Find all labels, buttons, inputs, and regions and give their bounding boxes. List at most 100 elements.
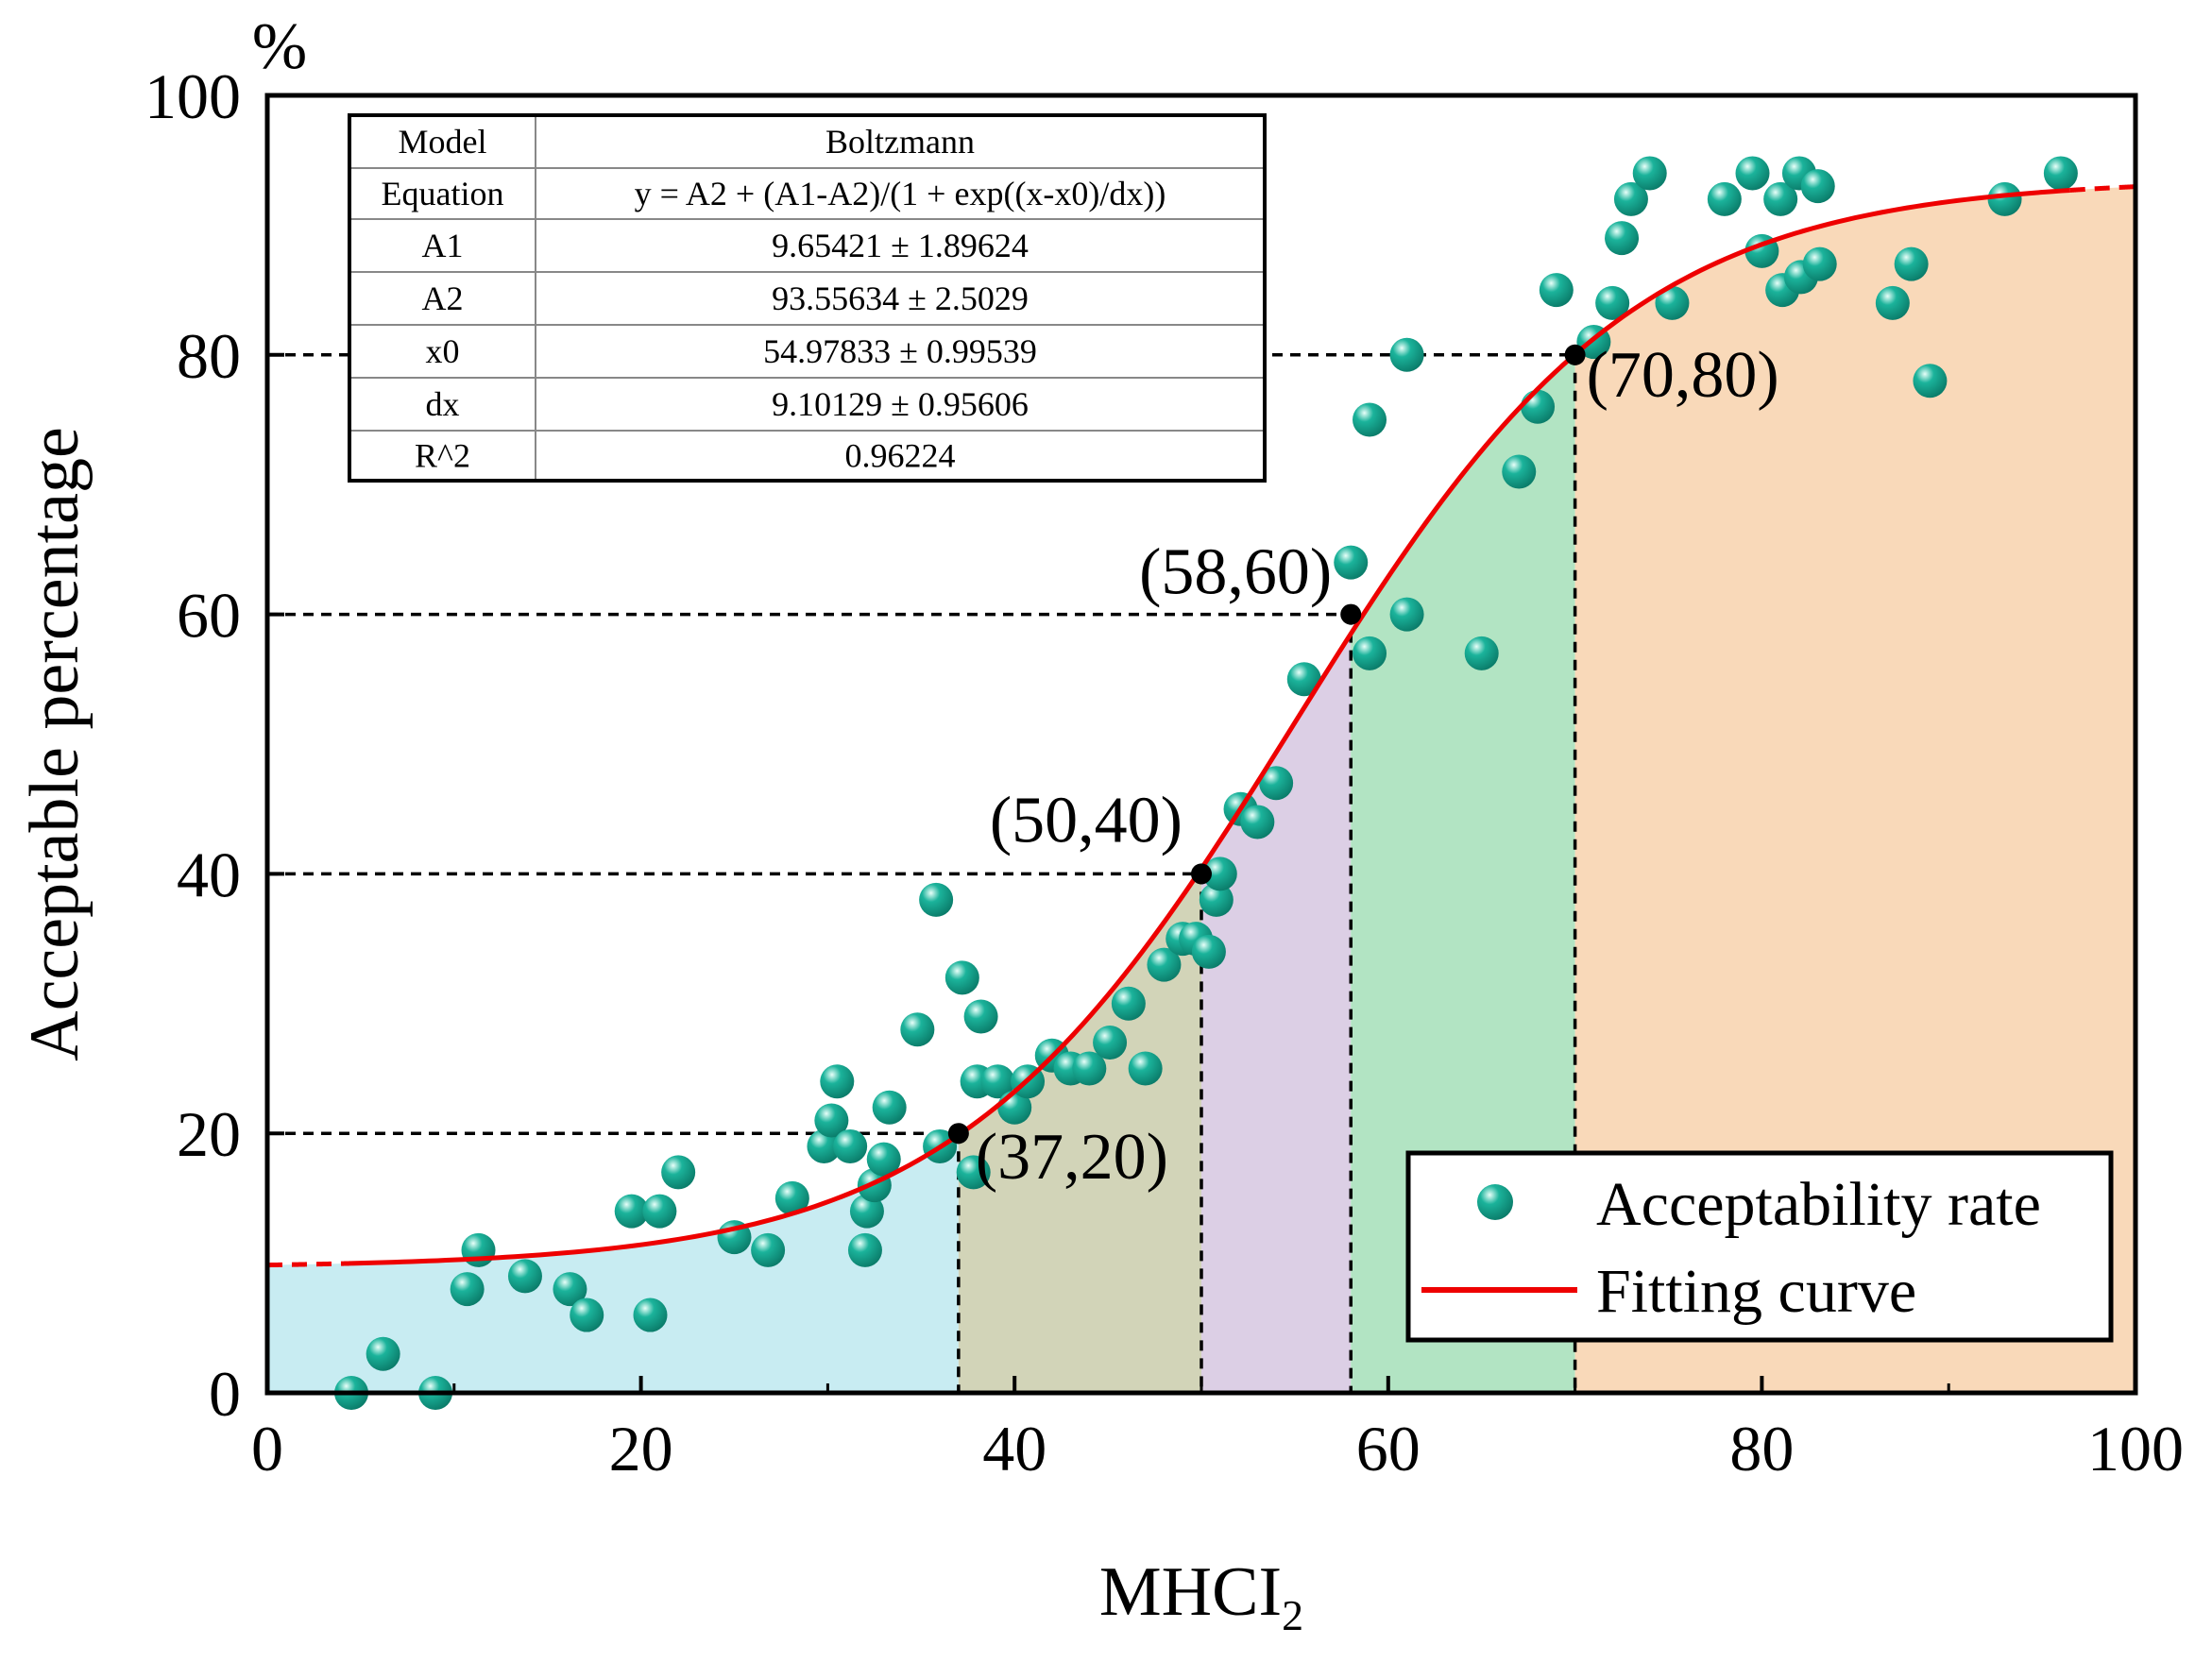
data-point (919, 882, 954, 917)
key-point-marker (1564, 344, 1586, 365)
key-point-marker (1191, 863, 1212, 885)
table-cell-label: dx (426, 385, 460, 423)
data-point (1521, 389, 1556, 424)
y-tick-label: 0 (209, 1358, 241, 1430)
data-point (1389, 337, 1424, 372)
fit-parameter-table: Model Boltzmann Equation y = A2 + (A1-A2)/(… (348, 113, 1267, 483)
data-point (1259, 766, 1294, 801)
table-cell-value: 9.65421 ± 1.89624 (772, 227, 1029, 264)
legend-scatter-label: Acceptability rate (1596, 1170, 2041, 1239)
data-point (833, 1128, 868, 1163)
table-cell-label: A2 (422, 280, 464, 317)
y-tick-label: 40 (177, 839, 241, 910)
data-point (847, 1232, 882, 1267)
data-point (820, 1064, 855, 1099)
legend-box (1405, 1150, 2114, 1343)
data-point (1632, 156, 1667, 191)
data-point (1613, 181, 1648, 216)
data-point (1334, 545, 1369, 580)
data-point (944, 960, 979, 995)
data-point (963, 999, 998, 1034)
legend-line-label: Fitting curve (1596, 1257, 1916, 1326)
data-point (1353, 636, 1387, 670)
scatter-series (334, 156, 2078, 1410)
data-point (1147, 947, 1182, 982)
data-point (1389, 597, 1424, 632)
legend: Acceptability rate Fitting curve (1405, 1150, 2114, 1343)
key-point-marker (1340, 603, 1362, 625)
y-axis-title: Acceptable percentage (16, 427, 94, 1061)
table-cell-value: 0.96224 (845, 437, 956, 475)
table-cell-value: y = A2 + (A1-A2)/(1 + exp((x-x0)/dx)) (635, 175, 1166, 212)
data-point (1191, 934, 1226, 969)
data-point (1464, 636, 1499, 670)
table-cell-label: R^2 (415, 437, 470, 475)
data-point (1072, 1051, 1107, 1086)
data-point (1199, 882, 1234, 917)
data-point (553, 1272, 587, 1307)
data-point (1763, 181, 1798, 216)
table-cell-value: Boltzmann (825, 123, 975, 161)
data-point (1202, 856, 1237, 891)
data-point (1128, 1051, 1163, 1086)
data-point (1240, 805, 1275, 839)
table-cell-label: Equation (382, 175, 504, 212)
data-point (1800, 169, 1835, 204)
data-point (1802, 246, 1837, 281)
key-point-label: (37,20) (976, 1121, 1168, 1194)
data-point (1111, 986, 1146, 1021)
key-point-label: (58,60) (1139, 536, 1332, 609)
table-cell-label: Model (399, 123, 487, 161)
table-cell-value: 54.97833 ± 0.99539 (763, 332, 1037, 370)
data-point (366, 1336, 400, 1371)
data-point (507, 1259, 542, 1294)
data-point (1894, 246, 1929, 281)
data-point (807, 1128, 842, 1163)
data-point (1987, 181, 2022, 216)
table-cell-value: 9.10129 ± 0.95606 (772, 385, 1029, 423)
table-border (348, 113, 1267, 483)
table-cell-label: A1 (422, 227, 464, 264)
key-point-label: (50,40) (990, 784, 1183, 856)
data-point (450, 1272, 485, 1307)
axes: 0 20 40 60 80 100 0 20 40 60 80 100 (145, 60, 2184, 1484)
data-point (872, 1090, 907, 1125)
x-tick-label: 100 (2087, 1413, 2184, 1484)
data-point (642, 1194, 677, 1229)
data-point (1595, 285, 1630, 320)
table-background (349, 115, 1265, 481)
data-point (1502, 454, 1537, 489)
key-point-marker (947, 1123, 969, 1145)
data-point (866, 1142, 901, 1177)
region-1 (267, 1134, 959, 1393)
data-point (1735, 156, 1770, 191)
data-point (661, 1155, 696, 1190)
table-cell-label: x0 (426, 332, 460, 370)
data-point (774, 1180, 809, 1215)
fitting-curve-extrapolated-left (267, 1261, 352, 1268)
data-point (1093, 1026, 1128, 1060)
data-point (980, 1064, 1015, 1099)
data-point (461, 1232, 496, 1267)
y-tick-label: 80 (177, 320, 241, 392)
data-point (1913, 364, 1948, 399)
data-point (751, 1232, 786, 1267)
key-points: (37,20) (50,40) (58,60) (70,80) (947, 339, 1779, 1194)
y-tick-label: 20 (177, 1098, 241, 1170)
x-axis-title: MHCI2 (1099, 1553, 1303, 1639)
data-point (2043, 156, 2078, 191)
x-tick-label: 80 (1729, 1413, 1794, 1484)
x-tick-label: 60 (1356, 1413, 1421, 1484)
y-tick-label: 100 (145, 60, 241, 132)
y-axis-unit: % (252, 10, 307, 83)
x-axis-title-main: MHCI (1099, 1553, 1282, 1631)
key-point-label: (70,80) (1587, 339, 1779, 412)
data-point (814, 1103, 849, 1138)
data-point (570, 1297, 604, 1332)
x-tick-label: 40 (982, 1413, 1046, 1484)
data-point (1353, 402, 1387, 437)
region-5 (1574, 186, 2135, 1393)
data-point (1286, 662, 1321, 697)
x-tick-label: 20 (609, 1413, 673, 1484)
